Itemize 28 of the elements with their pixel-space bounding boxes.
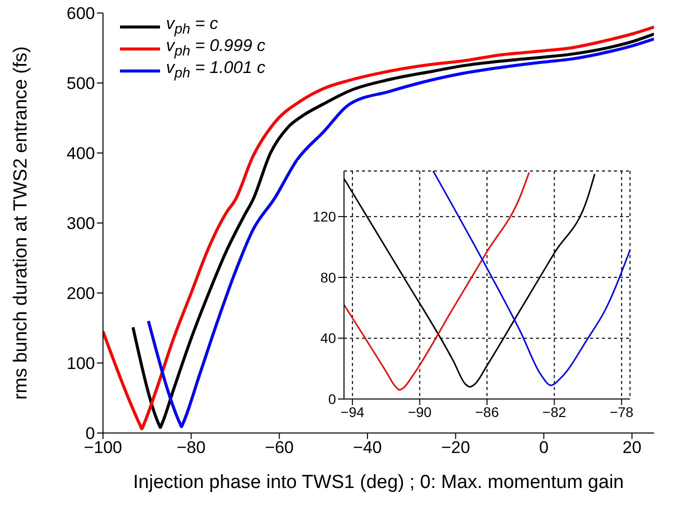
x-tick-label: −40 (353, 438, 382, 458)
x-tick-label: −20 (441, 438, 470, 458)
y-tick-label: 500 (66, 74, 95, 94)
x-tick-label: −82 (542, 404, 566, 420)
x-tick-label: −80 (176, 438, 206, 458)
x-tick-label: 0 (539, 438, 549, 458)
y-tick-label: 120 (312, 208, 336, 225)
x-tick-label: 20 (622, 438, 642, 458)
legend-label: v$_{ph}$ = 1.001 c (166, 58, 266, 84)
y-tick-label: 40 (320, 330, 336, 346)
y-axis-title: rms bunch duration at TWS2 entrance (fs) (10, 46, 32, 400)
y-tick-label: 80 (320, 269, 336, 286)
x-tick-label: −78 (610, 404, 634, 420)
x-tick-label: −60 (264, 438, 294, 458)
x-tick-label: −86 (475, 404, 500, 420)
x-tick-label: −94 (340, 404, 364, 420)
y-tick-label: 100 (66, 354, 95, 374)
x-axis-title: Injection phase into TWS1 (deg) ; 0: Max. momentum gain (133, 472, 624, 493)
x-tick-label: −90 (408, 404, 432, 420)
y-tick-label: 600 (66, 4, 95, 24)
line-series (432, 171, 630, 386)
y-tick-label: 300 (66, 214, 95, 234)
legend-label: v$_{ph}$ = 0.999 c (166, 36, 266, 60)
y-tick-label: 400 (66, 144, 95, 164)
y-tick-label: 0 (328, 390, 336, 407)
legend-label: v$_{ph}$ = c (166, 14, 218, 38)
y-tick-label: 200 (66, 284, 95, 304)
line-series (344, 172, 530, 391)
